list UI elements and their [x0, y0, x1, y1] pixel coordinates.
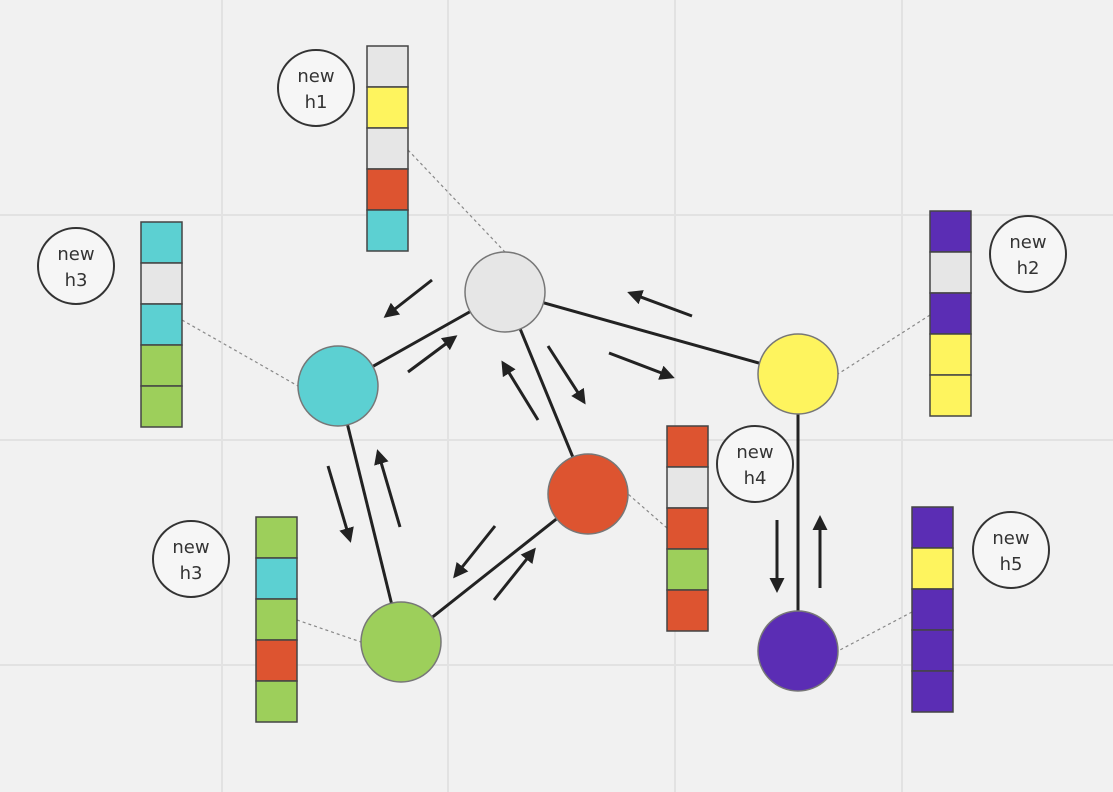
vector-links	[181, 149, 931, 652]
label-circle	[152, 520, 230, 598]
message-arrow	[546, 345, 586, 405]
vector-link	[296, 619, 362, 643]
message-arrow	[608, 351, 675, 380]
vector-cell-green	[255, 598, 298, 641]
vector-cell-yellow	[366, 86, 409, 129]
message-arrow	[407, 335, 458, 374]
vector-link	[181, 319, 299, 387]
label-line1: new	[992, 528, 1029, 549]
vector-cell-yellow	[911, 547, 954, 590]
node-gray	[464, 251, 546, 333]
vector-cell-red	[666, 507, 709, 550]
vector-link	[837, 611, 913, 652]
vector-cell-green	[255, 516, 298, 559]
vector-label: new h3	[152, 520, 230, 598]
message-arrow	[492, 547, 536, 601]
vector-cell-gray	[366, 45, 409, 88]
node-purple	[757, 610, 839, 692]
message-arrow	[326, 465, 354, 543]
node-cyan	[297, 345, 379, 427]
vector-cell-gray	[366, 127, 409, 170]
vector-cell-purple	[911, 506, 954, 549]
vector-label: new h1	[277, 49, 355, 127]
vector-cell-gray	[140, 262, 183, 305]
vector-cell-red	[255, 639, 298, 682]
label-line2: h3	[65, 270, 88, 291]
edge-cyan-green	[336, 385, 403, 643]
vector-cell-cyan	[140, 303, 183, 346]
vector-cyan	[140, 221, 183, 428]
label-line2: h3	[180, 563, 203, 584]
vector-cell-purple	[911, 629, 954, 672]
vector-link	[407, 149, 506, 253]
vector-cell-green	[666, 548, 709, 591]
vector-red	[666, 425, 709, 632]
embedding-vectors: new h1 new h3 new h2 new h4 new h3 new h5	[37, 45, 1067, 723]
label-circle	[989, 215, 1067, 293]
vector-cell-green	[255, 680, 298, 723]
label-circle	[716, 425, 794, 503]
node-green	[360, 601, 442, 683]
vector-label: new h2	[989, 215, 1067, 293]
label-line1: new	[1009, 232, 1046, 253]
label-line2: h4	[744, 468, 767, 489]
label-line1: new	[736, 442, 773, 463]
vector-label: new h5	[972, 511, 1050, 589]
vector-cell-red	[666, 589, 709, 632]
label-circle	[37, 227, 115, 305]
vector-link	[627, 493, 668, 529]
label-circle	[972, 511, 1050, 589]
vector-cell-red	[666, 425, 709, 468]
vector-cell-green	[140, 344, 183, 387]
vector-cell-red	[366, 168, 409, 211]
vector-cell-gray	[666, 466, 709, 509]
vector-gray	[366, 45, 409, 252]
vector-cell-cyan	[140, 221, 183, 264]
vector-purple	[911, 506, 954, 713]
message-arrows	[326, 278, 828, 601]
vector-cell-purple	[911, 670, 954, 713]
label-line1: new	[172, 537, 209, 558]
vector-link	[837, 314, 931, 375]
label-circle	[277, 49, 355, 127]
vector-cell-cyan	[366, 209, 409, 252]
message-arrow	[501, 360, 540, 421]
vector-green	[255, 516, 298, 723]
vector-cell-purple	[929, 292, 972, 335]
vector-cell-purple	[929, 210, 972, 253]
vector-cell-yellow	[929, 374, 972, 417]
vector-yellow	[929, 210, 972, 417]
vector-label: new h4	[716, 425, 794, 503]
label-line2: h1	[305, 92, 328, 113]
label-line2: h2	[1017, 258, 1040, 279]
message-arrow	[383, 278, 433, 318]
graph-nodes	[297, 251, 839, 692]
message-arrow	[453, 525, 497, 579]
label-line2: h5	[1000, 554, 1023, 575]
vector-cell-green	[140, 385, 183, 428]
node-red	[547, 453, 629, 535]
vector-cell-purple	[911, 588, 954, 631]
vector-cell-yellow	[929, 333, 972, 376]
label-line1: new	[297, 66, 334, 87]
edge-gray-yellow	[504, 290, 799, 376]
node-yellow	[757, 333, 839, 415]
vector-cell-cyan	[255, 557, 298, 600]
message-arrow	[374, 449, 402, 528]
vector-label: new h3	[37, 227, 115, 305]
label-line1: new	[57, 244, 94, 265]
message-arrow	[627, 290, 693, 318]
vector-cell-gray	[929, 251, 972, 294]
